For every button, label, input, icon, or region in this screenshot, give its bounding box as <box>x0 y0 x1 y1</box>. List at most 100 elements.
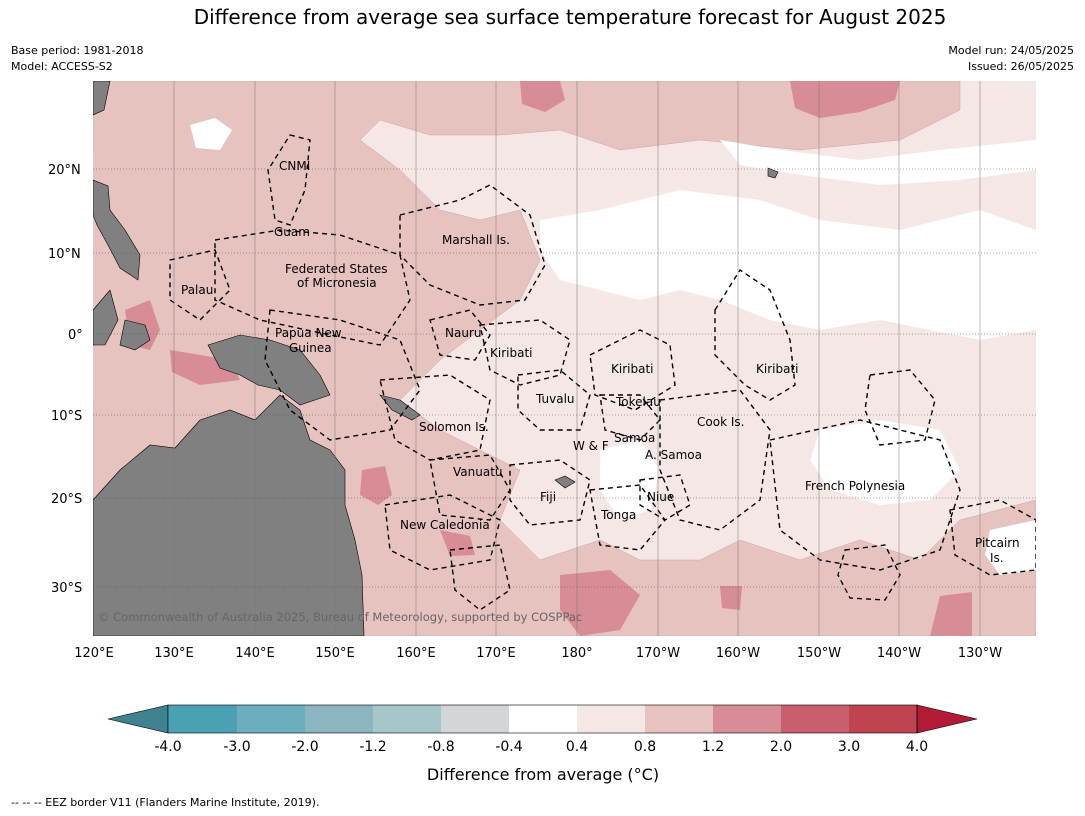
eez-border-cnmi <box>267 134 311 226</box>
lon-label-170w: 170°W <box>636 646 680 661</box>
region-labels: CNMI Guam Marshall Is. Federated States … <box>181 159 1020 565</box>
lon-label-170e: 170°E <box>476 646 516 661</box>
anomaly-region-neutral-4 <box>810 420 960 505</box>
eez-border-east-circle <box>864 369 936 446</box>
lat-axis-labels: 20°N 10°N 0° 10°S 20°S 30°S <box>48 163 83 596</box>
colorbar-swatch-1 <box>168 705 237 733</box>
region-label-wallis-futuna: W & F <box>573 439 609 453</box>
region-label-french-polynesia: French Polynesia <box>805 479 905 493</box>
colorbar-tick: 0.8 <box>634 739 656 755</box>
colorbar-swatch-4 <box>373 705 441 733</box>
region-label-niue: Niue <box>647 490 674 504</box>
lon-label-150e: 150°E <box>315 646 355 661</box>
anomaly-region-neutral-2 <box>720 140 1036 185</box>
colorbar-min-arrow <box>107 704 169 734</box>
taiwan-landmass <box>93 81 111 116</box>
lon-label-140e: 140°E <box>235 646 275 661</box>
meta-right: Model run: 24/05/2025 Issued: 26/05/2025 <box>948 43 1074 75</box>
anomaly-region-neutral-6 <box>985 520 1036 575</box>
eez-border-kiribati-east <box>714 269 796 401</box>
eez-border-southeast-circle <box>837 544 901 601</box>
region-label-solomon: Solomon Is. <box>419 420 489 434</box>
model-run: Model run: 24/05/2025 <box>948 44 1074 57</box>
landmass <box>93 81 779 636</box>
colorbar-tick: 4.0 <box>906 739 928 755</box>
region-label-micronesia-1: Federated States <box>285 262 387 276</box>
eez-border-new-caledonia <box>384 494 501 571</box>
eez-border-pitcairn <box>949 499 1036 576</box>
hawaii-landmass <box>767 167 779 179</box>
region-label-kiribati-west: Kiribati <box>490 346 532 360</box>
lon-label-140w: 140°W <box>877 646 921 661</box>
lon-label-130w: 130°W <box>958 646 1002 661</box>
region-label-tonga: Tonga <box>600 508 636 522</box>
lat-label-30s: 30°S <box>51 581 82 596</box>
region-label-micronesia-2: of Micronesia <box>297 276 377 290</box>
region-label-american-samoa: A. Samoa <box>645 448 702 462</box>
eez-border-marshall <box>399 184 546 306</box>
colorbar-swatch-9 <box>713 705 781 733</box>
lat-label-10s: 10°S <box>51 409 82 424</box>
region-label-cnmi: CNMI <box>279 159 310 173</box>
copyright-notice: © Commonwealth of Australia 2025, Bureau… <box>98 610 582 624</box>
anomaly-region-neutral-3 <box>190 118 232 150</box>
lat-label-20s: 20°S <box>51 492 82 507</box>
region-label-guam: Guam <box>274 225 310 239</box>
eez-border-kiribati-west <box>479 319 571 386</box>
colorbar-tick: 1.2 <box>702 739 724 755</box>
base-period: Base period: 1981-2018 <box>11 44 144 57</box>
eez-border-tuvalu <box>517 369 591 431</box>
anomaly-region-neutral-5 <box>600 440 660 520</box>
colorbar: -4.0 -3.0 -2.0 -1.2 -0.8 -0.4 0.4 0.8 1.… <box>107 704 978 784</box>
region-label-nauru: Nauru <box>445 326 481 340</box>
eez-borders <box>169 134 1036 611</box>
model-name: Model: ACCESS-S2 <box>11 60 113 73</box>
anomaly-field: CNMI Guam Marshall Is. Federated States … <box>93 81 1036 636</box>
colorbar-swatch-10 <box>781 705 849 733</box>
colorbar-tick: 0.4 <box>566 739 588 755</box>
anomaly-region-1-2-2-0-a <box>520 81 565 112</box>
eez-border-fiji <box>509 459 591 526</box>
lon-label-160w: 160°W <box>716 646 760 661</box>
eez-border-micronesia <box>214 229 411 346</box>
colorbar-swatch-5 <box>441 705 509 733</box>
colorbar-swatch-11 <box>849 705 917 733</box>
lon-label-150w: 150°W <box>797 646 841 661</box>
lon-label-180: 180° <box>561 646 592 661</box>
colorbar-title: Difference from average (°C) <box>427 765 659 784</box>
region-label-samoa: Samoa <box>614 431 655 445</box>
lon-axis-labels: 120°E 130°E 140°E 150°E 160°E 170°E 180°… <box>74 646 1002 661</box>
lat-label-20n: 20°N <box>48 163 81 178</box>
eez-border-palau <box>169 249 231 321</box>
lat-label-10n: 10°N <box>48 247 81 262</box>
anomaly-region-1-2-2-0-f <box>440 530 475 556</box>
new-guinea-landmass <box>207 334 331 406</box>
meridians <box>173 81 981 636</box>
lon-label-120e: 120°E <box>74 646 114 661</box>
colorbar-max-arrow <box>916 704 978 734</box>
region-label-png-1: Papua New <box>275 326 342 340</box>
colorbar-swatch-8 <box>645 705 713 733</box>
colorbar-tick: -0.4 <box>495 739 522 755</box>
region-label-marshall: Marshall Is. <box>442 233 510 247</box>
region-label-cook: Cook Is. <box>697 415 744 429</box>
region-label-kiribati-central: Kiribati <box>611 362 653 376</box>
eez-border-tonga <box>589 484 666 551</box>
colorbar-tick: 2.0 <box>770 739 792 755</box>
eez-footnote: -- -- -- EEZ border V11 (Flanders Marine… <box>11 796 320 809</box>
anomaly-region-neutral-1 <box>540 190 1036 340</box>
colorbar-tick: -3.0 <box>223 739 250 755</box>
region-label-new-caledonia: New Caledonia <box>400 518 490 532</box>
anomaly-region-1-2-2-0-h <box>930 592 972 636</box>
region-label-pitcairn-2: Is. <box>990 551 1004 565</box>
region-label-tokelau: Tokelau <box>615 395 661 409</box>
region-label-fiji: Fiji <box>540 490 556 504</box>
colorbar-swatch-6 <box>509 705 577 733</box>
anomaly-region-1-2-2-0-b <box>790 81 900 118</box>
meta-left: Base period: 1981-2018 Model: ACCESS-S2 <box>11 43 143 75</box>
eez-border-kermadec <box>449 544 511 611</box>
anomaly-region-1-2-2-0-e <box>360 466 392 505</box>
region-label-tuvalu: Tuvalu <box>535 392 575 406</box>
eez-border-vanuatu <box>429 454 511 521</box>
